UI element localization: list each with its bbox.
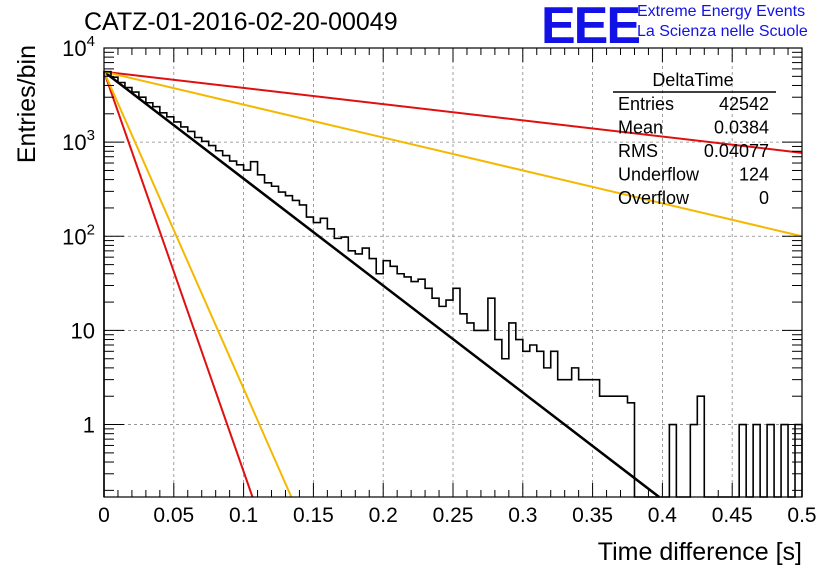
x-tick-label: 0.1 — [229, 504, 258, 527]
fit-curve — [103, 71, 293, 498]
y-tick-label: 102 — [62, 221, 95, 249]
x-axis-label: Time difference [s] — [598, 538, 802, 566]
stats-box: DeltaTime Entries 42542 Mean 0.0384 RMS 0.0407… — [613, 70, 776, 208]
x-tick-label: 0.4 — [648, 504, 678, 527]
stats-title: DeltaTime — [652, 70, 733, 90]
stats-label: RMS — [618, 141, 658, 161]
x-tick-label: 0.2 — [369, 504, 398, 527]
stats-label: Underflow — [618, 165, 700, 185]
eee-logo: EEE — [541, 0, 641, 55]
logo-caption-line2: La Scienza nelle Scuole — [637, 23, 808, 40]
x-tick-label: 0.05 — [153, 504, 194, 527]
logo-caption-line1: Extreme Energy Events — [637, 3, 806, 20]
y-tick-label: 10 — [71, 318, 95, 343]
logo-caption: Extreme Energy Events La Scienza nelle S… — [637, 2, 808, 42]
x-tick-label: 0.45 — [712, 504, 753, 527]
x-tick-labels: 0 0.05 0.1 0.15 0.2 0.25 0.3 0.35 0.4 0.45 0.5 — [98, 504, 816, 527]
y-tick-label: 103 — [62, 127, 95, 155]
stats-value: 0.04077 — [704, 141, 769, 161]
y-axis-label: Entries/bin — [13, 45, 41, 163]
fit-curves — [103, 70, 803, 498]
fit-curve — [103, 70, 803, 238]
stats-value: 124 — [739, 165, 769, 185]
stats-label: Mean — [618, 118, 663, 138]
x-tick-label: 0.3 — [508, 504, 537, 527]
y-tick-label: 1 — [83, 413, 95, 438]
x-tick-label: 0.15 — [293, 504, 334, 527]
chart-title: CATZ-01-2016-02-20-00049 — [84, 8, 398, 36]
x-tick-label: 0 — [98, 504, 110, 527]
fit-curve — [103, 70, 660, 498]
fit-curve — [103, 71, 254, 498]
y-tick-label: 104 — [62, 33, 95, 61]
stats-value: 42542 — [719, 94, 769, 114]
stats-value: 0.0384 — [714, 118, 769, 138]
grid-lines — [104, 48, 802, 497]
x-tick-label: 0.5 — [787, 504, 816, 527]
axis-ticks — [103, 48, 803, 497]
stats-label: Overflow — [618, 188, 690, 208]
y-tick-labels: 1 10 102 103 104 — [62, 33, 95, 438]
fit-curve — [103, 70, 803, 154]
stats-label: Entries — [618, 94, 674, 114]
x-tick-label: 0.25 — [433, 504, 474, 527]
stats-value: 0 — [759, 188, 769, 208]
x-tick-label: 0.35 — [572, 504, 613, 527]
